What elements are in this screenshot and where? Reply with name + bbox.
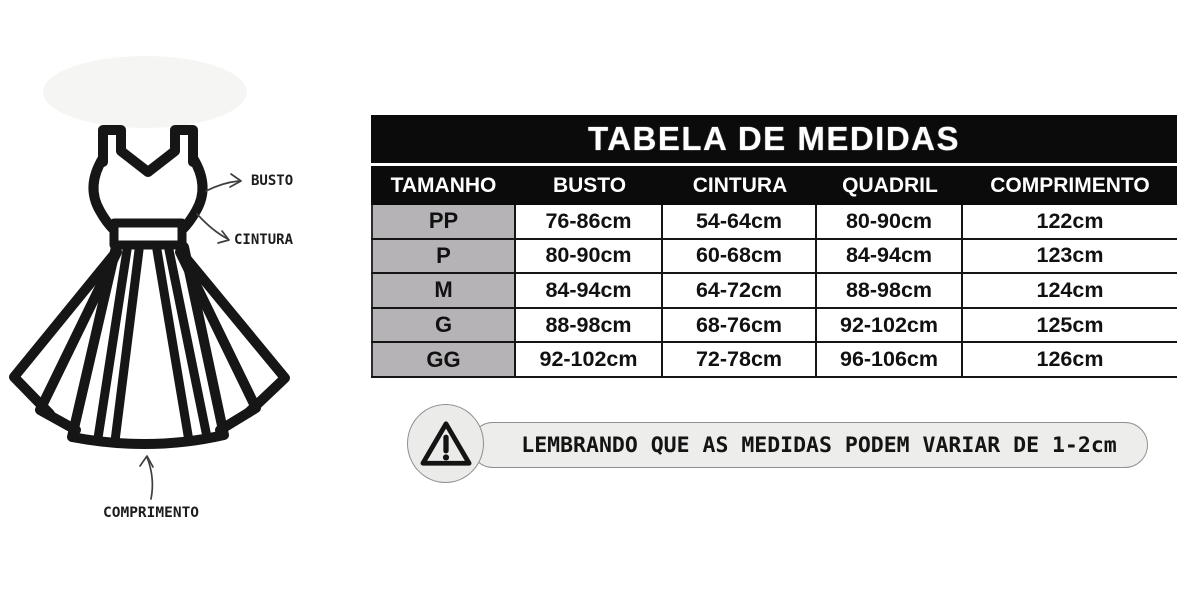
waist-arrow (196, 213, 230, 244)
size-cell: G (371, 308, 516, 342)
waist-cell: 60-68cm (663, 239, 817, 273)
column-header-bust: BUSTO (552, 173, 627, 197)
hip-cell: 88-98cm (817, 274, 963, 307)
size-cell: GG (371, 343, 516, 376)
table-header-row: TAMANHO BUSTO CINTURA QUADRIL COMPRIMENT… (371, 166, 1177, 205)
size-cell: PP (371, 205, 516, 238)
waist-label: CINTURA (234, 232, 294, 248)
bust-arrow (205, 173, 242, 192)
bust-cell: 76-86cm (516, 205, 663, 238)
bust-cell: 80-90cm (516, 239, 663, 273)
waist-cell: 72-78cm (663, 343, 817, 376)
hip-cell: 80-90cm (817, 205, 963, 238)
size-cell: P (371, 239, 516, 273)
table-row: P 80-90cm 60-68cm 84-94cm 123cm (371, 239, 1177, 275)
table-row: PP 76-86cm 54-64cm 80-90cm 122cm (371, 205, 1177, 240)
hip-cell: 84-94cm (817, 239, 963, 273)
bust-cell: 88-98cm (516, 308, 663, 342)
column-header-size: TAMANHO (390, 173, 497, 197)
bust-cell: 92-102cm (516, 343, 663, 376)
bust-cell: 84-94cm (516, 274, 663, 307)
column-header-waist: CINTURA (692, 173, 788, 197)
waist-cell: 64-72cm (663, 274, 817, 307)
hip-cell: 92-102cm (817, 308, 963, 342)
bust-label: BUSTO (251, 173, 294, 189)
note-text: LEMBRANDO QUE AS MEDIDAS PODEM VARIAR DE… (521, 432, 1117, 458)
column-header-hip: QUADRIL (842, 173, 938, 197)
table-row: G 88-98cm 68-76cm 92-102cm 125cm (371, 308, 1177, 344)
length-arrow (139, 455, 154, 500)
table-row: GG 92-102cm 72-78cm 96-106cm 126cm (371, 343, 1177, 378)
note-banner: LEMBRANDO QUE AS MEDIDAS PODEM VARIAR DE… (470, 422, 1148, 468)
table-row: M 84-94cm 64-72cm 88-98cm 124cm (371, 274, 1177, 309)
length-cell: 125cm (1036, 312, 1104, 337)
waist-cell: 68-76cm (663, 308, 817, 342)
warning-triangle-icon (420, 420, 471, 466)
dress-outline (9, 125, 290, 450)
hip-cell: 96-106cm (817, 343, 963, 376)
waist-cell: 54-64cm (663, 205, 817, 238)
length-cell: 126cm (1036, 347, 1104, 372)
length-cell: 124cm (1036, 277, 1104, 302)
length-cell: 123cm (1036, 243, 1104, 268)
table-title: TABELA DE MEDIDAS (371, 115, 1177, 163)
warning-badge (407, 404, 484, 483)
length-cell: 122cm (1036, 208, 1104, 233)
dress-diagram: BUSTO CINTURA COMPRIMENTO (0, 0, 340, 560)
dress-illustration (9, 56, 290, 500)
size-table: TABELA DE MEDIDAS TAMANHO BUSTO CINTURA … (371, 115, 1177, 378)
background-smudge (43, 56, 247, 128)
column-header-length: COMPRIMENTO (990, 173, 1150, 197)
size-cell: M (371, 274, 516, 307)
length-label: COMPRIMENTO (103, 505, 200, 521)
